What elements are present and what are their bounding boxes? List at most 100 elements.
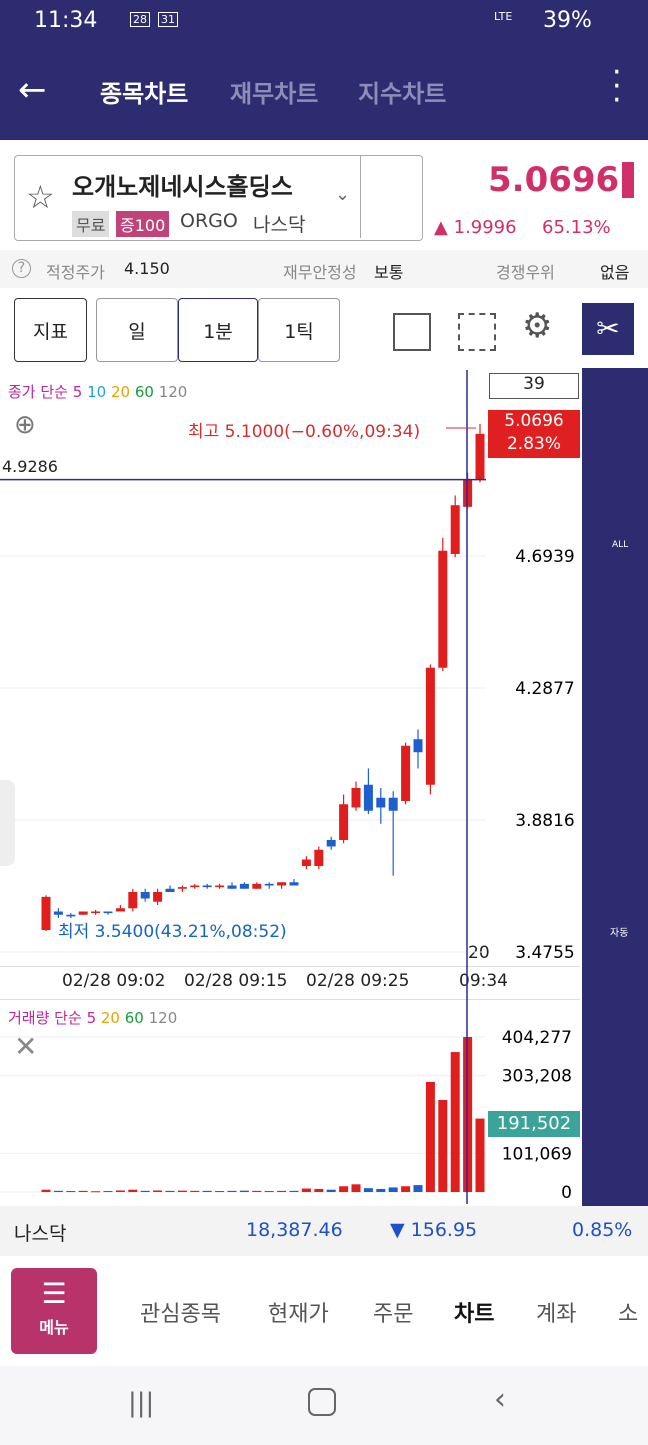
legend-label: 종가 단순: [8, 383, 68, 401]
candle-body: [388, 797, 398, 811]
layout-button[interactable]: [393, 313, 431, 351]
tool-label: 자동: [610, 928, 629, 939]
recent-button[interactable]: |||: [128, 1388, 155, 1418]
volume-bar: [326, 1189, 336, 1193]
volume-bar: [450, 1052, 460, 1193]
info-value: 4.150: [124, 259, 170, 278]
period-button[interactable]: 일: [96, 298, 178, 362]
home-button[interactable]: [308, 1388, 336, 1416]
change: ▲ 1.9996: [434, 217, 517, 238]
volume-bar: [153, 1190, 163, 1193]
volume-legend: 거래량 단순 5 20 60 120: [8, 1007, 177, 1028]
candle-body: [103, 911, 113, 914]
volume-bar: [115, 1190, 125, 1193]
volume-bar: [339, 1186, 349, 1193]
tab[interactable]: 종목차트: [100, 80, 189, 108]
candle-body: [363, 784, 373, 811]
change-pct: 65.13%: [542, 217, 611, 238]
back-button[interactable]: ←: [18, 70, 47, 110]
y-tick-label: 303,208: [502, 1067, 572, 1087]
tool-label: ALL: [612, 540, 629, 550]
volume-bar: [388, 1187, 398, 1193]
stock-box[interactable]: [14, 155, 423, 241]
y-tick-label: 404,277: [502, 1028, 572, 1048]
nav-item[interactable]: 소: [618, 1302, 639, 1327]
candle-body: [339, 804, 349, 840]
price: 5.0696: [488, 160, 620, 200]
candle-body: [425, 667, 435, 785]
dropdown[interactable]: ⌄: [335, 184, 351, 205]
volume-bar: [53, 1190, 63, 1193]
volume-bar: [413, 1185, 423, 1193]
zoom-in[interactable]: ⊕: [14, 410, 36, 440]
high-annotation: 최고 5.1000(−0.60%,09:34): [188, 422, 421, 442]
candle-body: [165, 888, 175, 892]
nav-item[interactable]: 주문: [373, 1302, 414, 1327]
nav-item[interactable]: 계좌: [536, 1302, 577, 1327]
volume-bar: [190, 1190, 200, 1193]
tab[interactable]: 지수차트: [358, 80, 447, 108]
more-button[interactable]: · · ·: [612, 55, 622, 118]
info-label: 재무안정성: [283, 263, 357, 282]
help-icon[interactable]: ?: [12, 259, 31, 278]
ma-period: 60: [124, 1009, 144, 1027]
period-button[interactable]: 1분: [178, 298, 258, 362]
indicator-button[interactable]: 지표: [14, 298, 87, 362]
x-label: 02/28 09:02: [62, 971, 166, 991]
volume-bar: [41, 1189, 51, 1193]
candle-body: [66, 914, 76, 917]
candle-body: [413, 739, 423, 753]
last-pct: 2.83%: [506, 434, 561, 454]
x-label: 02/28 09:25: [306, 971, 410, 991]
low-annotation: 최저 3.5400(43.21%,08:52): [58, 922, 287, 942]
candle-body: [177, 887, 187, 889]
nav-item[interactable]: 현재가: [268, 1302, 329, 1327]
tools-button[interactable]: ✂: [582, 303, 634, 355]
candle-body: [277, 882, 287, 886]
back-nav[interactable]: ‹: [494, 1382, 506, 1417]
candle-body: [252, 883, 262, 889]
candle-body: [128, 891, 138, 909]
close-volume[interactable]: ✕: [14, 1030, 38, 1063]
period-button[interactable]: 1틱: [258, 298, 340, 362]
candle-body: [215, 885, 225, 888]
volume-bar: [289, 1190, 299, 1193]
price-bar: [622, 162, 634, 198]
candle-body: [351, 787, 361, 808]
volume-bar: [376, 1188, 386, 1193]
volume-bar: [264, 1191, 274, 1193]
tab[interactable]: 재무차트: [230, 80, 319, 108]
ma-period: 5: [86, 1009, 97, 1027]
candle-body: [450, 505, 460, 554]
volume-bar: [277, 1190, 287, 1193]
count-box: 39: [489, 373, 579, 399]
volume-bar: [239, 1190, 249, 1193]
crosshair-label: 4.9286: [2, 457, 58, 476]
favorite-star[interactable]: ☆: [26, 178, 55, 216]
expand-button[interactable]: [458, 313, 496, 351]
candle-body: [115, 908, 125, 912]
battery: 39%: [543, 8, 592, 33]
nav-item[interactable]: 차트: [454, 1302, 495, 1327]
volume-bar: [177, 1190, 187, 1193]
candle-body: [301, 859, 311, 866]
nav-item[interactable]: 관심종목: [140, 1302, 221, 1327]
candle-body: [153, 891, 163, 902]
menu-button[interactable]: ☰ 메뉴: [11, 1268, 97, 1354]
settings-button[interactable]: ⚙: [522, 306, 553, 346]
search-button[interactable]: [360, 156, 422, 238]
index-change: ▼ 156.95: [390, 1219, 478, 1241]
x-label: 02/28 09:15: [184, 971, 288, 991]
menu-label: 메뉴: [39, 1318, 69, 1337]
candle-body: [438, 550, 448, 668]
x-axis: [0, 966, 580, 1000]
volume-last-box: 191,502: [488, 1111, 580, 1137]
index-name: 나스닥: [14, 1223, 67, 1245]
candle-body: [91, 911, 101, 914]
volume-bar: [351, 1184, 361, 1193]
volume-bar: [165, 1190, 175, 1193]
side-handle[interactable]: [0, 780, 15, 866]
badge: 무료: [72, 211, 110, 237]
